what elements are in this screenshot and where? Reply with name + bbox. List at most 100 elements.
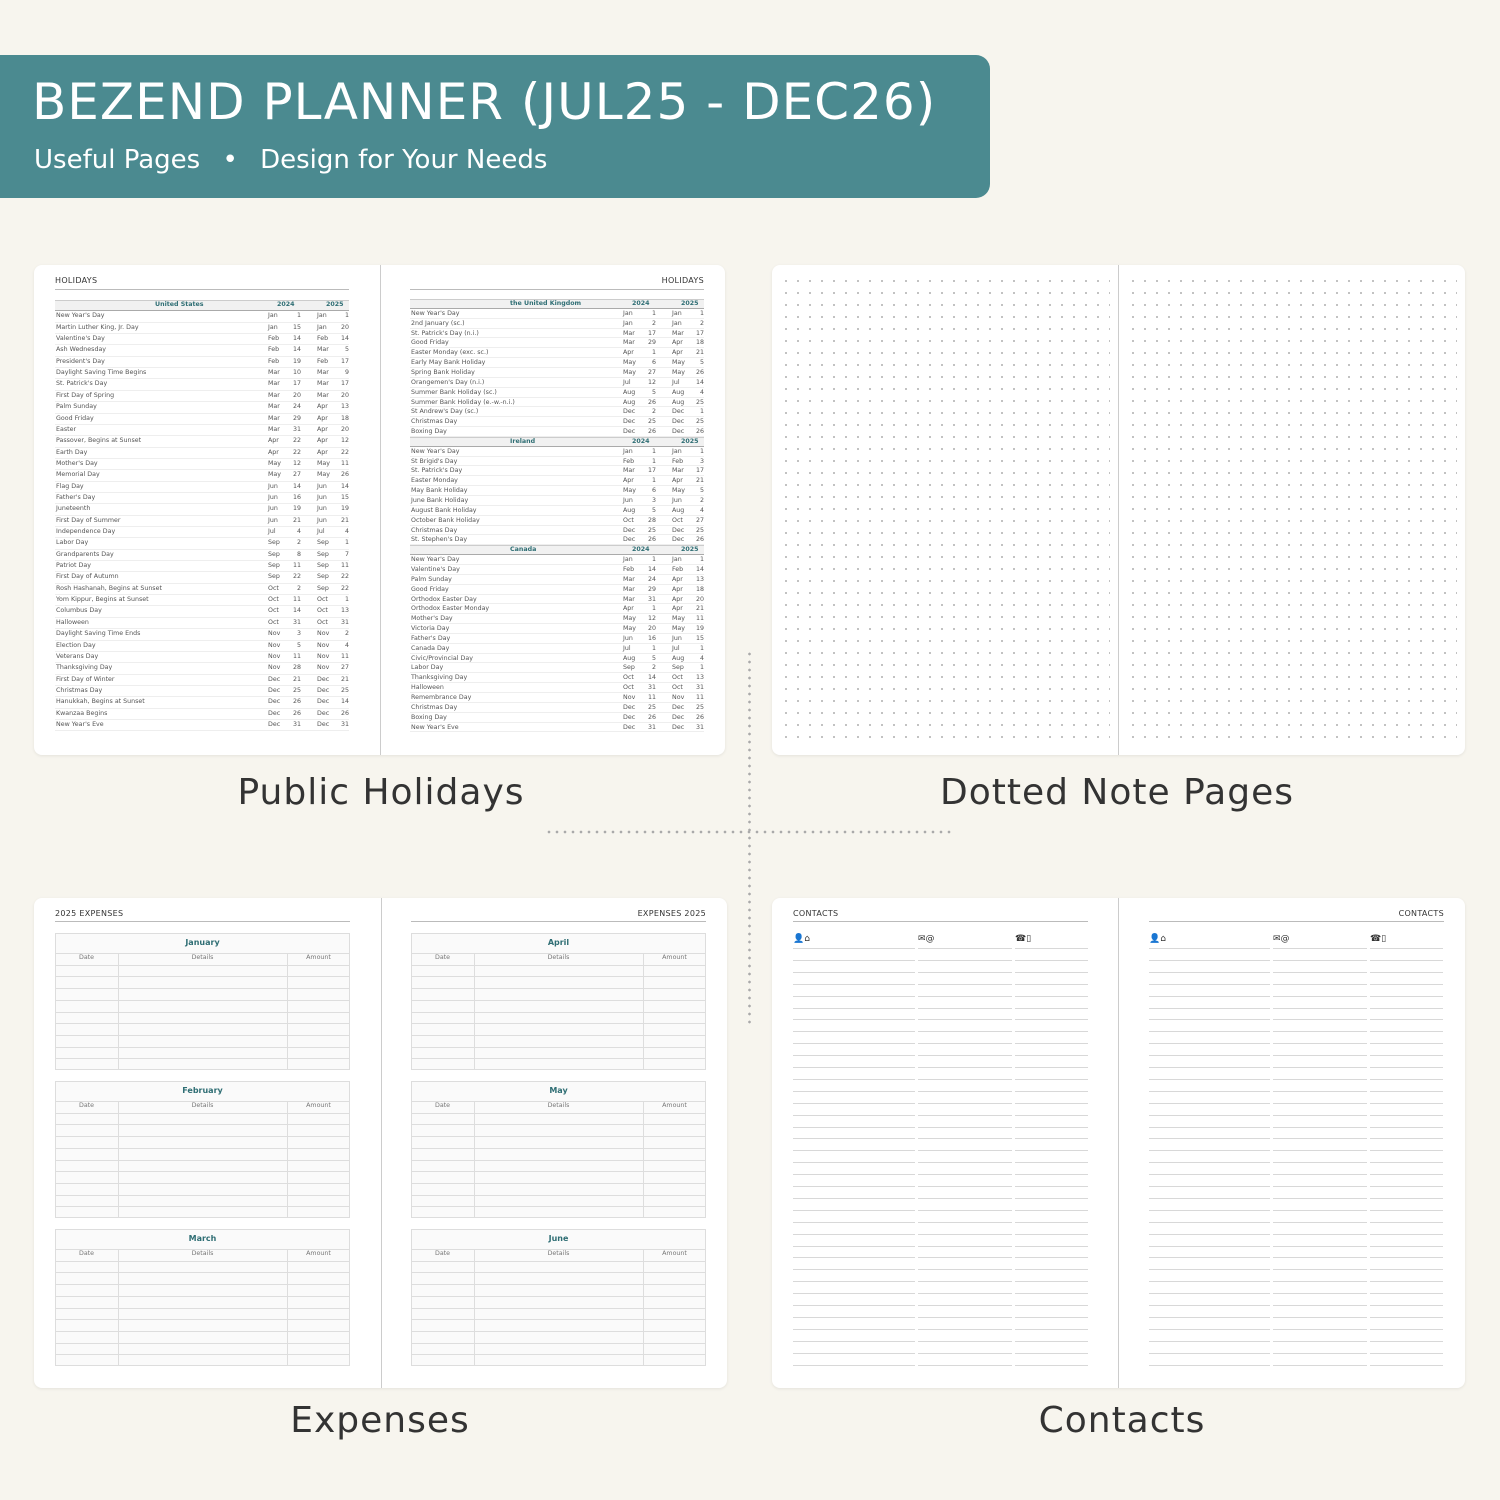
day-2024: 14 [292, 346, 301, 354]
row-line [410, 662, 704, 664]
month-2024: Aug [623, 506, 636, 514]
contact-line [1015, 1186, 1088, 1187]
contact-line [793, 1186, 915, 1187]
row-line [410, 396, 704, 398]
row-line [410, 416, 704, 418]
contact-line [1370, 1197, 1443, 1199]
holiday-name: Canada Day [411, 644, 450, 652]
holiday-name: Columbus Day [56, 607, 102, 615]
contact-line [1273, 1305, 1367, 1306]
divider-dots-vertical [748, 650, 751, 1025]
contact-line [1149, 1364, 1270, 1366]
contact-line [1015, 1102, 1088, 1104]
row-line [55, 988, 350, 990]
holidays-right-header: HOLIDAYS [661, 276, 704, 285]
month-2024: Apr [268, 448, 279, 456]
row-line [55, 628, 349, 630]
contact-line [1149, 1352, 1270, 1354]
row-line [410, 366, 704, 368]
day-2024: 12 [647, 378, 656, 386]
row-line [410, 406, 704, 408]
holiday-name: Patriot Day [56, 562, 91, 570]
holiday-name: St. Stephen's Day [411, 536, 468, 544]
holiday-name: Boxing Day [411, 713, 447, 721]
day-2024: 11 [647, 694, 656, 701]
row-line [55, 446, 349, 448]
day-2024: 2 [651, 408, 656, 416]
day-2024: 31 [647, 684, 656, 692]
row-line [55, 548, 349, 550]
month-2025: Jan [317, 312, 327, 320]
contact-line [1273, 1007, 1367, 1009]
day-2024: 26 [647, 428, 656, 436]
contact-line [1273, 1102, 1367, 1104]
day-2025: 1 [344, 539, 349, 547]
row-line [410, 317, 704, 319]
row-line [55, 1284, 350, 1286]
row-line [55, 976, 350, 978]
holiday-name: Valentine's Day [411, 565, 460, 573]
month-2025: Oct [672, 674, 683, 682]
contact-line [793, 1269, 915, 1271]
row-line [410, 623, 704, 625]
day-2024: 6 [651, 359, 656, 367]
holiday-name: Thanksgiving Day [56, 664, 113, 672]
month-2025: Nov [317, 630, 330, 638]
month-2024: Mar [623, 585, 635, 593]
month-2025: May [317, 471, 331, 479]
contact-line [918, 983, 1012, 985]
contact-line [918, 1316, 1012, 1318]
day-2024: 29 [647, 339, 656, 347]
month-2024: Apr [623, 349, 634, 357]
day-2025: 18 [695, 585, 704, 593]
row-line [410, 721, 704, 723]
day-2024: 27 [647, 368, 656, 376]
day-2025: 21 [695, 477, 704, 485]
day-2024: 25 [292, 686, 301, 694]
row-line [55, 480, 349, 482]
subtitle-bullet: • [222, 145, 238, 175]
row-line [55, 639, 349, 641]
row-line [410, 475, 704, 477]
month-2025: Dec [672, 713, 685, 721]
row-line [411, 1159, 706, 1161]
row-line [55, 344, 349, 346]
contact-line [793, 1055, 915, 1057]
month-2025: Nov [317, 664, 330, 672]
row-line [411, 976, 706, 978]
day-2025: 20 [340, 391, 349, 399]
section-label-expenses: Expenses [290, 1400, 470, 1441]
row-line [411, 999, 706, 1001]
holiday-name: New Year's Day [411, 447, 460, 455]
contact-line [793, 983, 915, 985]
day-2024: 22 [292, 448, 301, 456]
row-line [410, 465, 704, 467]
month-2025: Dec [672, 428, 685, 436]
row-line [55, 1058, 350, 1060]
contact-line [793, 1090, 915, 1092]
month-2025: Jan [672, 319, 682, 327]
day-2025: 14 [340, 482, 349, 490]
month-2025: Jan [672, 309, 682, 317]
contact-line [1149, 1293, 1270, 1295]
contact-line [918, 1043, 1012, 1045]
month-2025: Dec [672, 536, 685, 544]
contact-column-icon: ☎▯ [1015, 934, 1032, 944]
contact-line [793, 971, 915, 973]
day-2025: 22 [340, 584, 349, 592]
day-2024: 2 [296, 539, 301, 547]
contact-line [1370, 983, 1443, 985]
contact-line [918, 1186, 1012, 1187]
holiday-name: Daylight Saving Time Begins [56, 369, 147, 377]
column-header: Details [191, 954, 214, 961]
month-2024: Nov [268, 630, 281, 638]
month-2024: Nov [268, 664, 281, 672]
column-header: Date [434, 1102, 451, 1109]
day-2025: 4 [699, 654, 704, 662]
holiday-name: Memorial Day [56, 471, 100, 479]
month-2025: Dec [672, 526, 685, 534]
row-line [410, 701, 704, 703]
day-2025: 1 [344, 596, 349, 604]
month-2024: Feb [623, 565, 635, 573]
month-title: March [188, 1234, 217, 1243]
